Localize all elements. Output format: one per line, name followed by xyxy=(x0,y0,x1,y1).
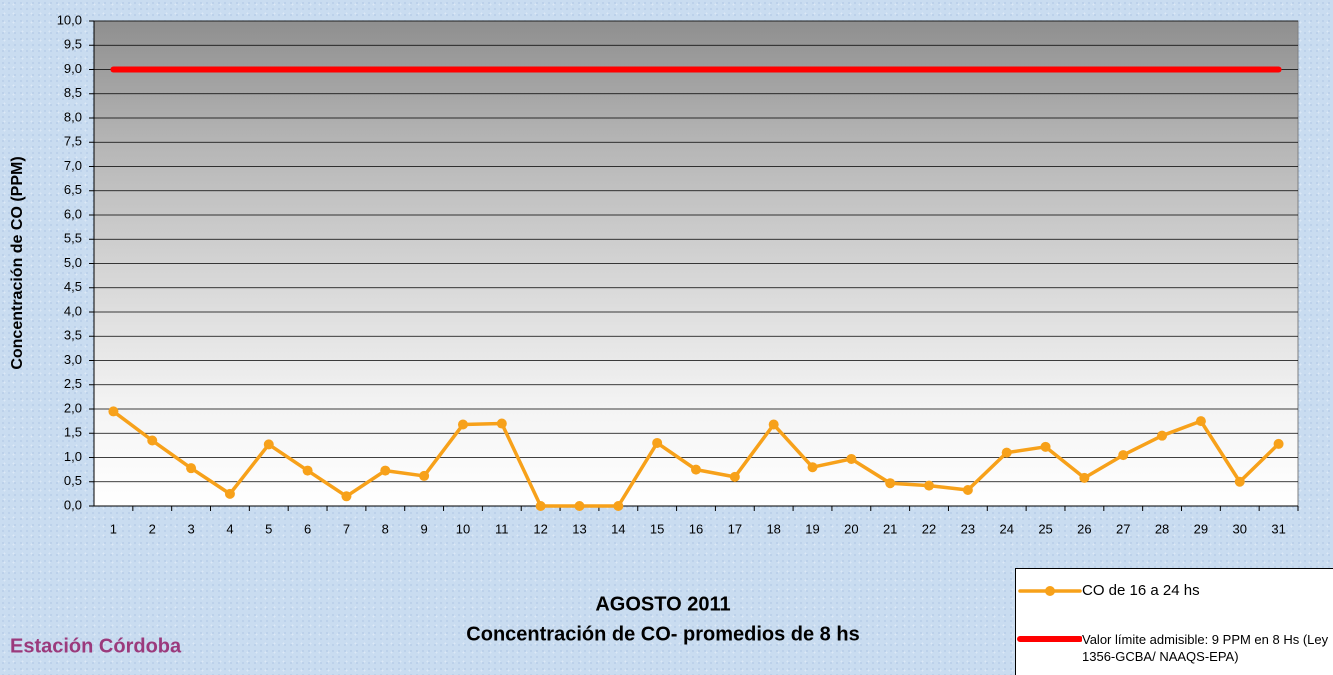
data-point xyxy=(1273,438,1284,449)
data-point xyxy=(846,453,857,464)
y-tick-label: 0,5 xyxy=(64,473,82,488)
legend: CO de 16 a 24 hs Valor límite admisible: … xyxy=(1015,568,1333,675)
data-point xyxy=(263,439,274,450)
x-tick-label: 3 xyxy=(187,521,194,536)
annotation: Estación Córdoba xyxy=(10,635,182,657)
legend-label: CO de 16 a 24 hs xyxy=(1082,582,1200,599)
y-tick-label: 1,5 xyxy=(64,425,82,440)
x-tick-label: 4 xyxy=(226,521,233,536)
data-point xyxy=(380,465,391,476)
data-point xyxy=(807,462,818,473)
x-tick-label: 15 xyxy=(650,521,664,536)
x-tick-label: 23 xyxy=(961,521,975,536)
y-tick-label: 6,0 xyxy=(64,206,82,221)
data-point xyxy=(729,471,740,482)
x-tick-label: 2 xyxy=(149,521,156,536)
data-point xyxy=(419,470,430,481)
x-tick-label: 18 xyxy=(766,521,780,536)
x-tick-label: 8 xyxy=(382,521,389,536)
data-point xyxy=(496,418,507,429)
x-tick-label: 29 xyxy=(1194,521,1208,536)
y-tick-label: 0,0 xyxy=(64,497,82,512)
data-point xyxy=(613,501,624,511)
x-tick-label: 11 xyxy=(495,521,509,536)
y-tick-label: 2,0 xyxy=(64,400,82,415)
x-tick-label: 28 xyxy=(1155,521,1169,536)
legend-label: Valor límite admisible: 9 PPM en 8 Hs (L… xyxy=(1082,632,1329,664)
y-tick-label: 5,5 xyxy=(64,231,82,246)
y-tick-label: 2,5 xyxy=(64,376,82,391)
y-tick-label: 9,5 xyxy=(64,37,82,52)
data-point xyxy=(302,465,313,476)
data-point xyxy=(1157,430,1168,441)
x-tick-label: 21 xyxy=(883,521,897,536)
y-tick-label: 8,0 xyxy=(64,109,82,124)
x-tick-label: 9 xyxy=(421,521,428,536)
x-tick-label: 7 xyxy=(343,521,350,536)
data-point xyxy=(1001,447,1012,458)
x-tick-label: 13 xyxy=(572,521,586,536)
x-tick-label: 20 xyxy=(844,521,858,536)
x-tick-label: 1 xyxy=(110,521,117,536)
data-point xyxy=(1040,441,1051,452)
y-tick-label: 9,0 xyxy=(64,61,82,76)
data-point xyxy=(1195,416,1206,427)
data-point xyxy=(652,437,663,448)
x-tick-label: 16 xyxy=(689,521,703,536)
chart-title: AGOSTO 2011 xyxy=(595,593,730,615)
x-tick-label: 10 xyxy=(456,521,470,536)
data-point xyxy=(924,480,935,491)
y-tick-label: 6,5 xyxy=(64,182,82,197)
y-tick-label: 4,0 xyxy=(64,303,82,318)
y-tick-label: 3,5 xyxy=(64,328,82,343)
data-point xyxy=(1118,450,1129,461)
x-tick-label: 14 xyxy=(611,521,625,536)
data-point xyxy=(457,419,468,430)
data-point xyxy=(885,478,896,489)
x-tick-label: 30 xyxy=(1233,521,1247,536)
x-tick-label: 31 xyxy=(1271,521,1285,536)
y-tick-label: 7,0 xyxy=(64,158,82,173)
data-point xyxy=(962,484,973,495)
data-point xyxy=(1234,476,1245,487)
legend-swatch xyxy=(1018,586,1082,596)
x-tick-label: 6 xyxy=(304,521,311,536)
y-tick-label: 7,5 xyxy=(64,134,82,149)
data-point xyxy=(224,488,235,499)
data-point xyxy=(341,491,352,502)
x-tick-label: 5 xyxy=(265,521,272,536)
x-tick-label: 12 xyxy=(533,521,547,536)
x-tick-label: 19 xyxy=(805,521,819,536)
x-tick-label: 17 xyxy=(728,521,742,536)
data-point xyxy=(186,463,197,474)
data-point xyxy=(108,406,119,417)
y-tick-label: 10,0 xyxy=(57,12,82,27)
x-tick-label: 27 xyxy=(1116,521,1130,536)
x-tick-label: 26 xyxy=(1077,521,1091,536)
legend-marker xyxy=(1045,586,1055,596)
data-point xyxy=(574,501,585,511)
x-tick-label: 24 xyxy=(999,521,1013,536)
y-axis-label: Concentración de CO (PPM) xyxy=(9,156,26,369)
x-tick-label: 22 xyxy=(922,521,936,536)
y-tick-label: 4,5 xyxy=(64,279,82,294)
data-point xyxy=(768,419,779,430)
chart-subtitle: Concentración de CO- promedios de 8 hs xyxy=(466,623,859,645)
y-tick-label: 8,5 xyxy=(64,85,82,100)
legend-swatch xyxy=(1017,636,1082,642)
y-tick-label: 5,0 xyxy=(64,255,82,270)
data-point xyxy=(535,501,546,511)
y-tick-label: 1,0 xyxy=(64,449,82,464)
data-point xyxy=(147,435,158,446)
data-point xyxy=(1079,472,1090,483)
y-tick-label: 3,0 xyxy=(64,352,82,367)
x-tick-label: 25 xyxy=(1038,521,1052,536)
data-point xyxy=(691,464,701,475)
